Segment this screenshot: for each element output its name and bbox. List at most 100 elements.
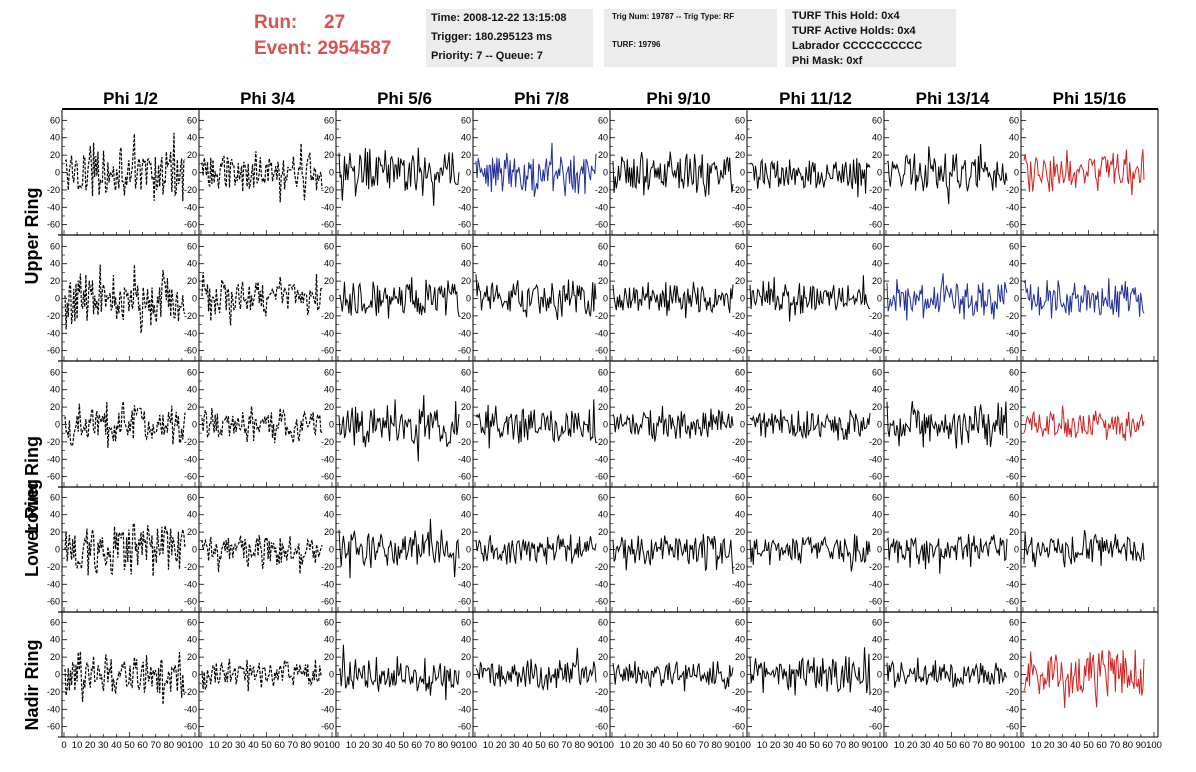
y-tick-label: 40 xyxy=(461,385,471,395)
y-tick-label: 60 xyxy=(735,115,745,125)
x-tick-label: 40 xyxy=(933,740,944,751)
waveform-trace xyxy=(612,661,734,692)
y-tick-label: -60 xyxy=(184,597,197,607)
y-tick-label: -20 xyxy=(321,311,334,321)
y-tick-label: 0 xyxy=(192,545,197,555)
y-tick-label: 0 xyxy=(55,545,60,555)
y-tick-label: -60 xyxy=(458,346,471,356)
x-tick-label: 10 xyxy=(72,740,83,751)
y-tick-label: 60 xyxy=(735,617,745,627)
trigger-line: Trigger: 180.295123 ms xyxy=(431,31,553,43)
y-tick-label: -60 xyxy=(869,597,882,607)
y-tick-label: 40 xyxy=(1009,635,1019,645)
y-tick-label: -60 xyxy=(1006,597,1019,607)
y-tick-label: 40 xyxy=(1009,133,1019,143)
y-tick-label: -60 xyxy=(184,722,197,732)
y-tick-label: -20 xyxy=(184,185,197,195)
y-tick-label: 20 xyxy=(461,150,471,160)
waveform-trace xyxy=(749,647,871,696)
x-tick-label: 40 xyxy=(111,740,122,751)
x-tick-label: 80 xyxy=(712,740,723,751)
y-tick-label: 0 xyxy=(603,168,608,178)
y-tick-label: 60 xyxy=(872,492,882,502)
y-tick-label: -40 xyxy=(458,328,471,338)
waveform-trace xyxy=(612,151,734,197)
waveform-trace xyxy=(475,142,597,197)
y-tick-label: 40 xyxy=(324,259,334,269)
x-tick-label: 10 xyxy=(1031,740,1042,751)
y-tick-label: -60 xyxy=(47,346,60,356)
x-tick-label: 0 xyxy=(61,740,66,751)
y-tick-label: -40 xyxy=(47,202,60,212)
column-header: Phi 15/16 xyxy=(1053,89,1127,108)
x-tick-label: 10 xyxy=(209,740,220,751)
waveform-trace xyxy=(338,644,460,701)
y-tick-label: -40 xyxy=(869,202,882,212)
y-tick-label: 60 xyxy=(187,115,197,125)
y-tick-label: -40 xyxy=(595,579,608,589)
y-tick-label: 60 xyxy=(50,492,60,502)
waveform-trace xyxy=(612,533,734,574)
y-tick-label: 40 xyxy=(735,385,745,395)
waveform-trace xyxy=(475,647,597,691)
y-tick-label: 40 xyxy=(461,133,471,143)
y-tick-label: 40 xyxy=(324,510,334,520)
y-tick-label: -60 xyxy=(458,472,471,482)
y-tick-label: -20 xyxy=(47,185,60,195)
y-tick-label: 20 xyxy=(461,527,471,537)
x-tick-label: 50 xyxy=(672,740,683,751)
y-tick-label: -60 xyxy=(595,346,608,356)
waveform-trace xyxy=(1023,649,1145,709)
y-tick-label: -20 xyxy=(595,437,608,447)
y-tick-label: 40 xyxy=(872,635,882,645)
y-tick-label: 60 xyxy=(1009,115,1019,125)
y-tick-label: 40 xyxy=(187,385,197,395)
x-tick-label: 90 xyxy=(177,740,188,751)
x-tick-label: 60 xyxy=(959,740,970,751)
y-tick-label: -20 xyxy=(321,687,334,697)
x-tick-label: 100 xyxy=(872,740,888,751)
y-tick-label: -40 xyxy=(458,454,471,464)
y-tick-label: 40 xyxy=(187,635,197,645)
waveform-trace xyxy=(886,400,1008,449)
column-header: Phi 3/4 xyxy=(240,89,295,108)
column-header: Phi 11/12 xyxy=(779,89,852,108)
y-tick-label: -60 xyxy=(321,220,334,230)
x-tick-label: 90 xyxy=(1136,740,1147,751)
y-tick-label: -40 xyxy=(732,579,745,589)
y-tick-label: 0 xyxy=(1014,545,1019,555)
y-tick-label: -20 xyxy=(184,562,197,572)
y-tick-label: 40 xyxy=(735,635,745,645)
x-tick-label: 50 xyxy=(809,740,820,751)
y-tick-label: -20 xyxy=(732,311,745,321)
y-tick-label: -20 xyxy=(732,437,745,447)
x-tick-label: 20 xyxy=(633,740,644,751)
y-tick-label: 60 xyxy=(1009,492,1019,502)
y-tick-label: 40 xyxy=(872,259,882,269)
y-tick-label: -60 xyxy=(869,346,882,356)
x-tick-label: 30 xyxy=(509,740,520,751)
y-tick-label: -40 xyxy=(184,454,197,464)
y-tick-label: -40 xyxy=(732,704,745,714)
x-tick-label: 50 xyxy=(1083,740,1094,751)
y-tick-label: 40 xyxy=(50,635,60,645)
y-tick-label: 0 xyxy=(877,420,882,430)
y-tick-label: 60 xyxy=(461,617,471,627)
y-tick-label: 20 xyxy=(50,527,60,537)
x-tick-label: 90 xyxy=(999,740,1010,751)
y-tick-label: -20 xyxy=(184,311,197,321)
y-tick-label: -20 xyxy=(184,437,197,447)
y-tick-label: 0 xyxy=(1014,168,1019,178)
y-tick-label: 20 xyxy=(598,652,608,662)
y-tick-label: -60 xyxy=(732,346,745,356)
ring-label: Lower Ring xyxy=(22,436,42,534)
y-tick-label: -40 xyxy=(869,579,882,589)
y-tick-label: 40 xyxy=(735,133,745,143)
y-tick-label: -60 xyxy=(732,472,745,482)
y-tick-label: 60 xyxy=(324,115,334,125)
ring-label: Upper Ring xyxy=(22,188,42,285)
y-tick-label: -40 xyxy=(1006,579,1019,589)
waveform-trace xyxy=(338,277,460,319)
y-tick-label: 60 xyxy=(324,617,334,627)
